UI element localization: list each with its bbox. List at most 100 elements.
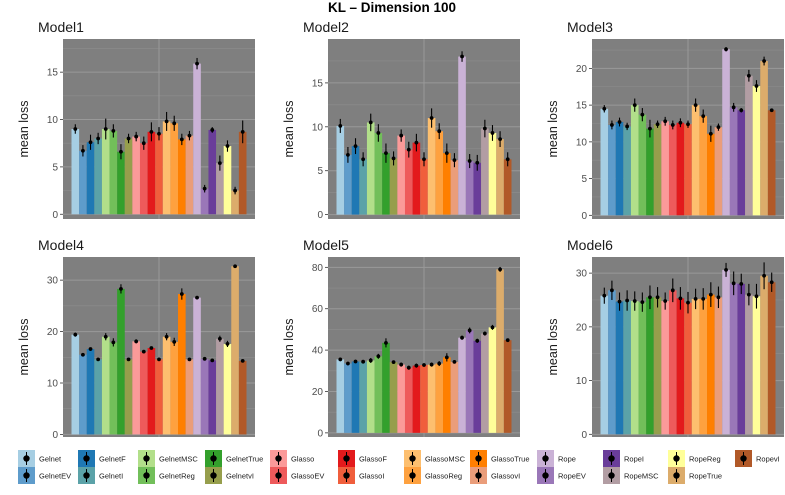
bar-gelnetmsc: [630, 301, 639, 435]
legend-key-point: [475, 472, 482, 479]
mean-point: [460, 335, 464, 340]
mean-point: [444, 355, 449, 360]
legend-label: RopeReg: [689, 455, 721, 464]
mean-point: [103, 334, 108, 339]
bar-gelnetf: [351, 146, 360, 215]
legend-item-glassomsc: GlassoMSC: [404, 450, 466, 467]
bar-gelnetmsc: [630, 105, 639, 216]
legend-item-gelnetvi: GelnetvI: [205, 467, 254, 484]
panel-model1: Model1 0 5 10 15 mean loss: [17, 19, 255, 221]
bar-ropereg: [488, 132, 497, 215]
mean-point: [179, 137, 184, 142]
mean-point: [126, 136, 131, 141]
legend-key-point: [542, 472, 549, 479]
mean-point: [414, 140, 419, 145]
mean-point: [376, 131, 381, 135]
bar-gelneti: [623, 126, 631, 216]
legend-label: Rope: [558, 455, 576, 464]
legend-label: GlassoReg: [425, 472, 462, 481]
legend-item-ropetrue: RopeTrue: [668, 467, 722, 484]
mean-point: [111, 340, 116, 345]
bar-rope: [722, 49, 730, 216]
mean-point: [617, 120, 622, 124]
legend-label: GlassoTrue: [491, 455, 530, 464]
bar-ropetrue: [496, 139, 504, 215]
legend-label: GelnetvI: [226, 472, 254, 481]
bar-glassoreg: [170, 123, 179, 215]
bar-glassoreg: [435, 131, 444, 215]
mean-point: [217, 336, 222, 341]
bar-gelnetreg: [374, 356, 383, 433]
legend-key-point: [740, 455, 747, 462]
y-tick-label: 5: [317, 166, 323, 177]
mean-point: [670, 123, 675, 127]
mean-point: [81, 352, 85, 357]
mean-point: [134, 134, 139, 139]
bar-gelnettrue: [382, 342, 390, 433]
mean-point: [716, 295, 721, 300]
bar-glassomsc: [427, 118, 436, 215]
mean-point: [505, 338, 510, 343]
mean-point: [172, 121, 177, 126]
mean-point: [134, 339, 139, 344]
bar-glassotrue: [443, 153, 451, 215]
legend-label: Glasso: [291, 455, 314, 464]
mean-point: [376, 354, 381, 359]
bar-gelnettrue: [117, 288, 125, 435]
y-tick-label: 10: [47, 115, 59, 126]
mean-point: [353, 144, 358, 149]
bar-glassoi: [684, 302, 692, 435]
bar-rope: [193, 297, 201, 435]
mean-point: [399, 133, 404, 138]
y-tick-label: 15: [576, 101, 588, 112]
mean-point: [88, 140, 93, 145]
mean-point: [670, 288, 675, 293]
mean-point: [632, 103, 637, 108]
mean-point: [338, 124, 343, 128]
legend-key-point: [608, 472, 615, 479]
bar-glassof: [147, 348, 156, 435]
mean-point: [625, 298, 630, 303]
legend-item-gelnetreg: GelnetReg: [138, 467, 195, 484]
bar-gelnetev: [344, 154, 352, 215]
bar-glassovi: [450, 361, 459, 433]
y-axis-label: mean loss: [546, 101, 560, 158]
bar-ropemsc: [745, 75, 753, 216]
legend-item-ropeev: RopeEV: [537, 467, 586, 484]
bar-glassoi: [155, 133, 163, 215]
legend-key-point: [143, 472, 150, 479]
legend-label: GelnetMSC: [159, 455, 198, 464]
bar-gelnet: [336, 359, 345, 433]
bar-glassotrue: [707, 294, 715, 435]
bar-gelnettrue: [646, 128, 654, 216]
mean-point: [437, 129, 442, 134]
bar-gelnetf: [615, 301, 624, 435]
bar-ropereg: [223, 343, 232, 435]
panel-model6: Model6 0 10 20 30 mean loss: [546, 237, 784, 441]
legend-item-rope: Rope: [537, 450, 576, 467]
bar-glassoev: [139, 351, 148, 435]
bar-glassoev: [404, 149, 413, 215]
bar-ropetrue: [496, 269, 504, 433]
bar-gelnetvi: [389, 362, 398, 433]
bar-ropemsc: [481, 333, 489, 433]
mean-point: [617, 299, 622, 304]
bar-glassoi: [155, 359, 163, 435]
panel-title: Model3: [567, 19, 613, 35]
mean-point: [640, 112, 645, 117]
bar-gelnetev: [344, 363, 352, 433]
mean-point: [217, 161, 222, 166]
legend-item-gelnetmsc: GelnetMSC: [138, 450, 198, 467]
mean-point: [172, 339, 177, 344]
legend-key-point: [83, 455, 90, 462]
bar-gelnettrue: [382, 153, 390, 215]
mean-point: [187, 133, 192, 138]
mean-point: [452, 359, 457, 364]
mean-point: [655, 122, 660, 127]
y-tick-label: 10: [312, 122, 324, 133]
legend-key-point: [475, 455, 482, 462]
bar-glassof: [676, 298, 685, 435]
legend-key-point: [83, 472, 90, 479]
mean-point: [754, 84, 759, 88]
legend-item-gelnetev: GelnetEV: [18, 467, 71, 484]
